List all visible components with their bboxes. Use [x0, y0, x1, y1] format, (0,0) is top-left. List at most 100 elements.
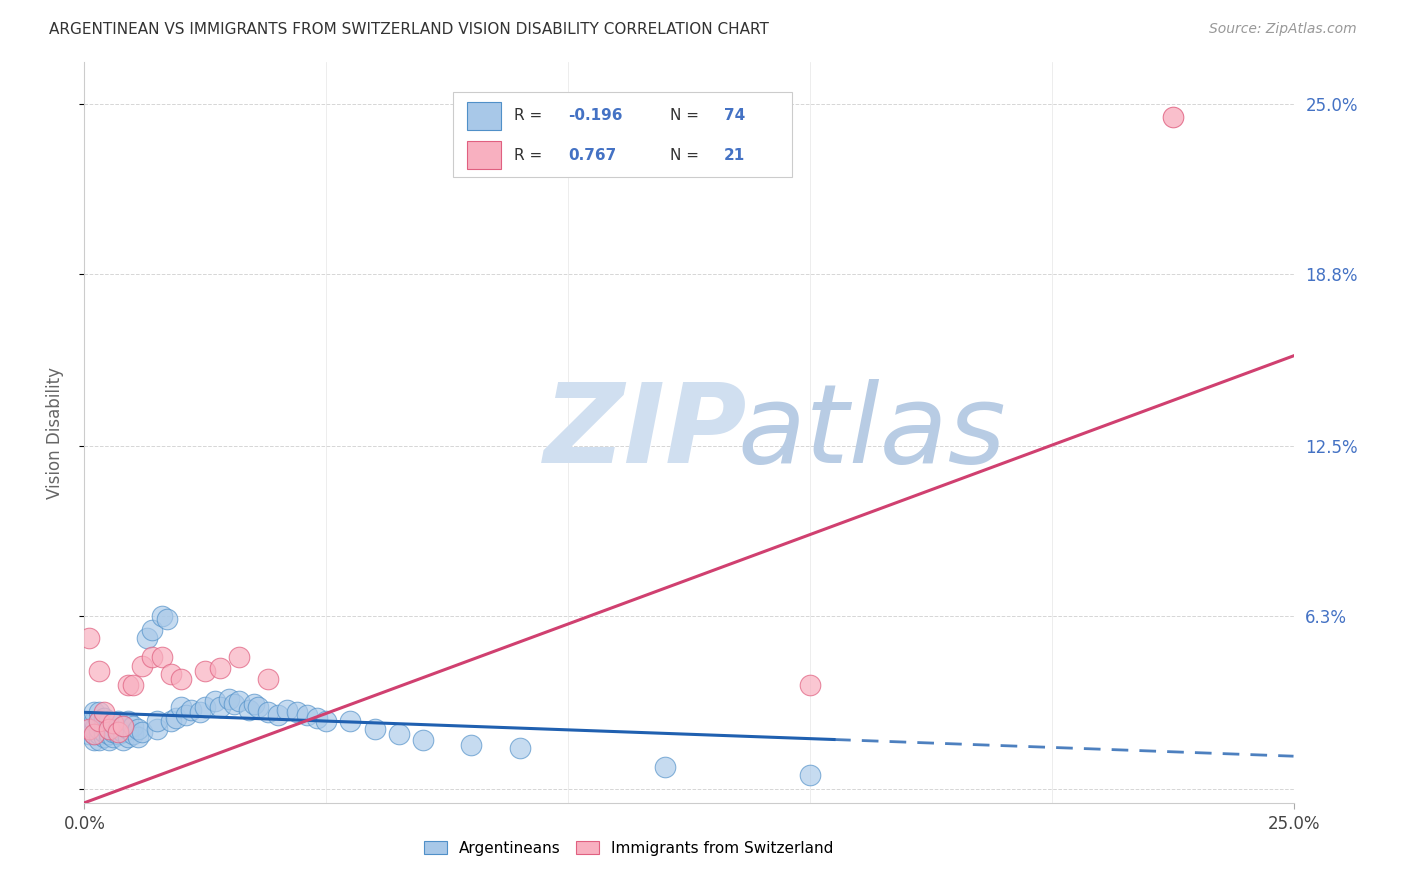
Point	[174, 708, 197, 723]
Point	[228, 650, 250, 665]
Point	[83, 727, 105, 741]
Point	[276, 702, 298, 716]
Point	[267, 708, 290, 723]
Point	[127, 730, 149, 744]
Point	[238, 702, 260, 716]
Point	[315, 714, 337, 728]
Point	[112, 719, 135, 733]
Point	[257, 673, 280, 687]
Point	[87, 722, 110, 736]
Text: atlas: atlas	[737, 379, 1005, 486]
Point	[77, 727, 100, 741]
Point	[93, 730, 115, 744]
Point	[87, 714, 110, 728]
Point	[117, 730, 139, 744]
Point	[180, 702, 202, 716]
Point	[150, 609, 173, 624]
Point	[107, 722, 129, 736]
Point	[339, 714, 361, 728]
Point	[97, 722, 120, 736]
Point	[107, 727, 129, 741]
Point	[131, 658, 153, 673]
Point	[87, 732, 110, 747]
Point	[77, 632, 100, 646]
Point	[121, 678, 143, 692]
Point	[165, 711, 187, 725]
Point	[112, 724, 135, 739]
Point	[224, 697, 246, 711]
Point	[305, 711, 328, 725]
Point	[117, 722, 139, 736]
Point	[460, 738, 482, 752]
Point	[103, 724, 125, 739]
Point	[160, 714, 183, 728]
Point	[87, 727, 110, 741]
Point	[363, 722, 385, 736]
Point	[97, 722, 120, 736]
Point	[150, 650, 173, 665]
Text: Source: ZipAtlas.com: Source: ZipAtlas.com	[1209, 22, 1357, 37]
Point	[257, 706, 280, 720]
Text: ZIP: ZIP	[544, 379, 748, 486]
Point	[799, 678, 821, 692]
Point	[204, 694, 226, 708]
Point	[146, 722, 169, 736]
Point	[388, 727, 411, 741]
Point	[654, 760, 676, 774]
Point	[194, 699, 217, 714]
Point	[208, 661, 231, 675]
Point	[103, 716, 125, 731]
Point	[190, 706, 212, 720]
Point	[83, 727, 105, 741]
Point	[412, 732, 434, 747]
Point	[117, 678, 139, 692]
Point	[131, 724, 153, 739]
Point	[83, 732, 105, 747]
Point	[295, 708, 318, 723]
Point	[121, 727, 143, 741]
Point	[146, 714, 169, 728]
Point	[799, 768, 821, 782]
Point	[1161, 110, 1184, 124]
Point	[127, 722, 149, 736]
Point	[107, 724, 129, 739]
Point	[208, 699, 231, 714]
Point	[93, 719, 115, 733]
Point	[103, 716, 125, 731]
Point	[112, 719, 135, 733]
Point	[170, 673, 193, 687]
Point	[93, 724, 115, 739]
Point	[77, 722, 100, 736]
Text: ARGENTINEAN VS IMMIGRANTS FROM SWITZERLAND VISION DISABILITY CORRELATION CHART: ARGENTINEAN VS IMMIGRANTS FROM SWITZERLA…	[49, 22, 769, 37]
Point	[87, 714, 110, 728]
Point	[155, 612, 177, 626]
Point	[509, 741, 531, 756]
Y-axis label: Vision Disability: Vision Disability	[45, 367, 63, 499]
Point	[77, 716, 100, 731]
Point	[170, 699, 193, 714]
Point	[117, 714, 139, 728]
Point	[83, 714, 105, 728]
Point	[107, 714, 129, 728]
Point	[121, 719, 143, 733]
Point	[97, 732, 120, 747]
Legend: Argentineans, Immigrants from Switzerland: Argentineans, Immigrants from Switzerlan…	[418, 835, 839, 862]
Point	[112, 732, 135, 747]
Point	[83, 722, 105, 736]
Point	[83, 706, 105, 720]
Point	[141, 623, 163, 637]
Point	[87, 664, 110, 678]
Point	[228, 694, 250, 708]
Point	[136, 632, 159, 646]
Point	[77, 722, 100, 736]
Point	[218, 691, 240, 706]
Point	[93, 711, 115, 725]
Point	[87, 706, 110, 720]
Point	[103, 730, 125, 744]
Point	[93, 706, 115, 720]
Point	[141, 650, 163, 665]
Point	[242, 697, 264, 711]
Point	[194, 664, 217, 678]
Point	[97, 727, 120, 741]
Point	[160, 667, 183, 681]
